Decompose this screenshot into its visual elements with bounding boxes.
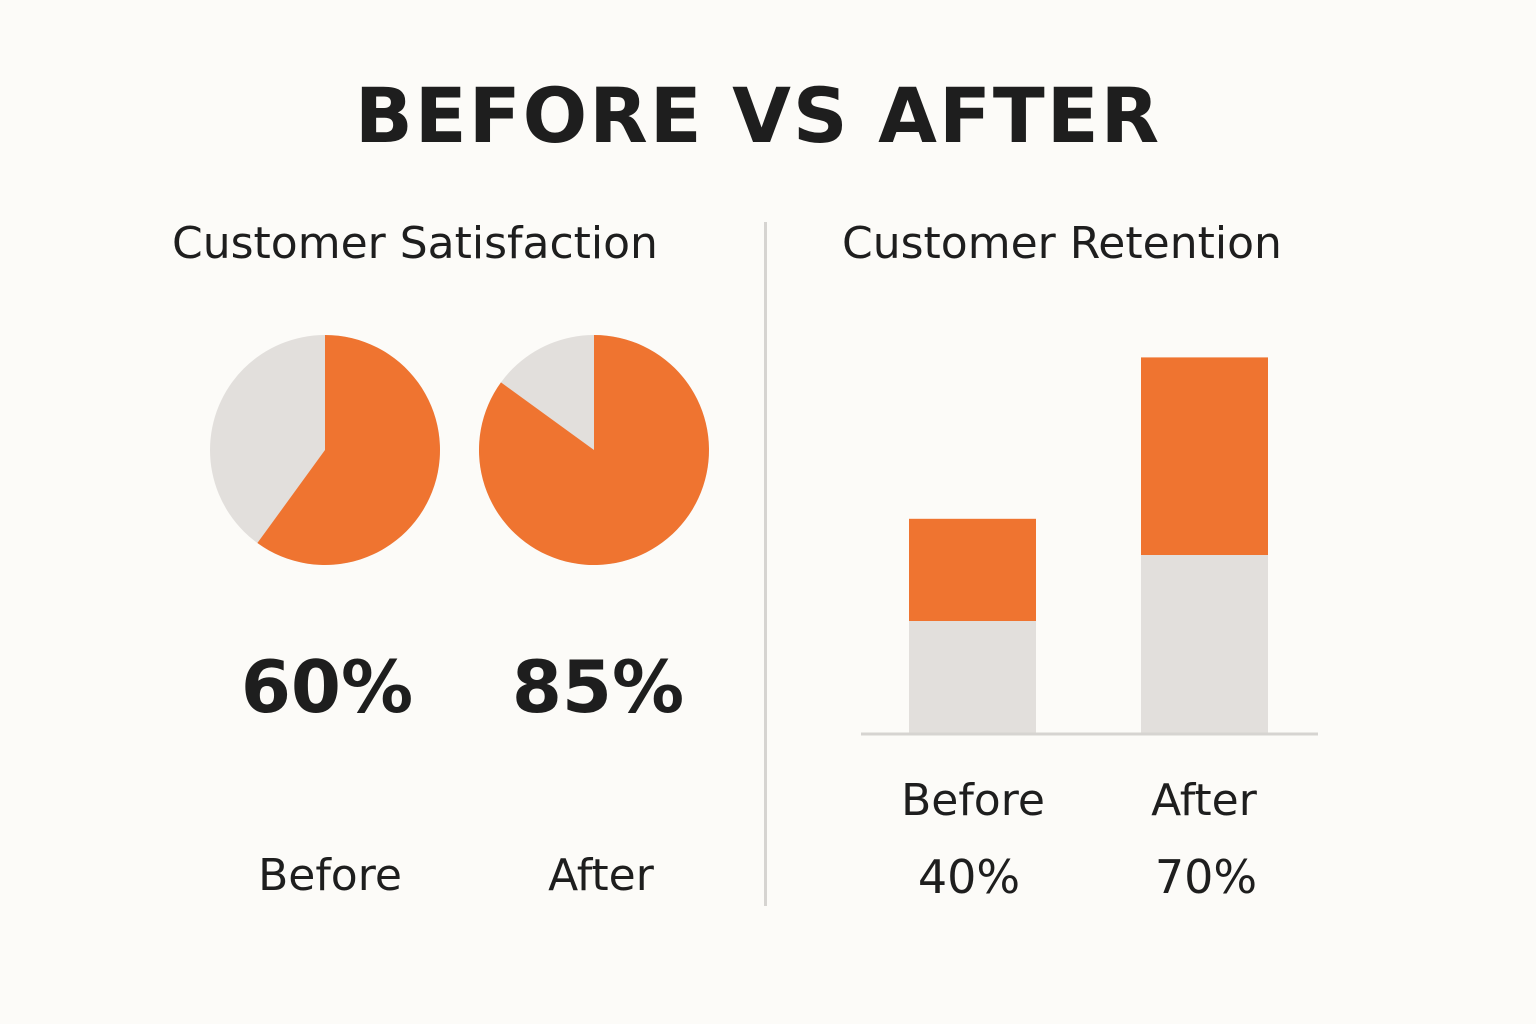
satisfaction-pie-after xyxy=(478,335,709,565)
bar-after-category-label: After xyxy=(1151,775,1258,826)
bar-after-remainder xyxy=(1141,555,1268,734)
pie-before-slice xyxy=(257,335,440,565)
satisfaction-chart-title: Customer Satisfaction xyxy=(172,218,658,269)
pie-before-value-label: 60% xyxy=(241,645,413,729)
satisfaction-pie-before xyxy=(210,335,440,565)
bar-after-value xyxy=(1141,357,1268,555)
page-title: BEFORE VS AFTER xyxy=(354,71,1162,160)
bar-before-value-label: 40% xyxy=(918,850,1020,904)
bar-before-category-label: Before xyxy=(901,775,1045,826)
bar-after-value-label: 70% xyxy=(1155,850,1257,904)
bar-before-value xyxy=(909,518,1036,621)
panel-divider xyxy=(764,222,767,906)
retention-chart-title: Customer Retention xyxy=(842,218,1282,269)
retention-bar-after xyxy=(1141,357,1268,734)
retention-bar-before xyxy=(909,518,1036,734)
pie-after-slice xyxy=(478,335,709,565)
pie-after-category-label: After xyxy=(548,850,655,901)
pie-before-category-label: Before xyxy=(258,850,402,901)
pie-after-value-label: 85% xyxy=(512,645,684,729)
bar-before-remainder xyxy=(909,621,1036,734)
